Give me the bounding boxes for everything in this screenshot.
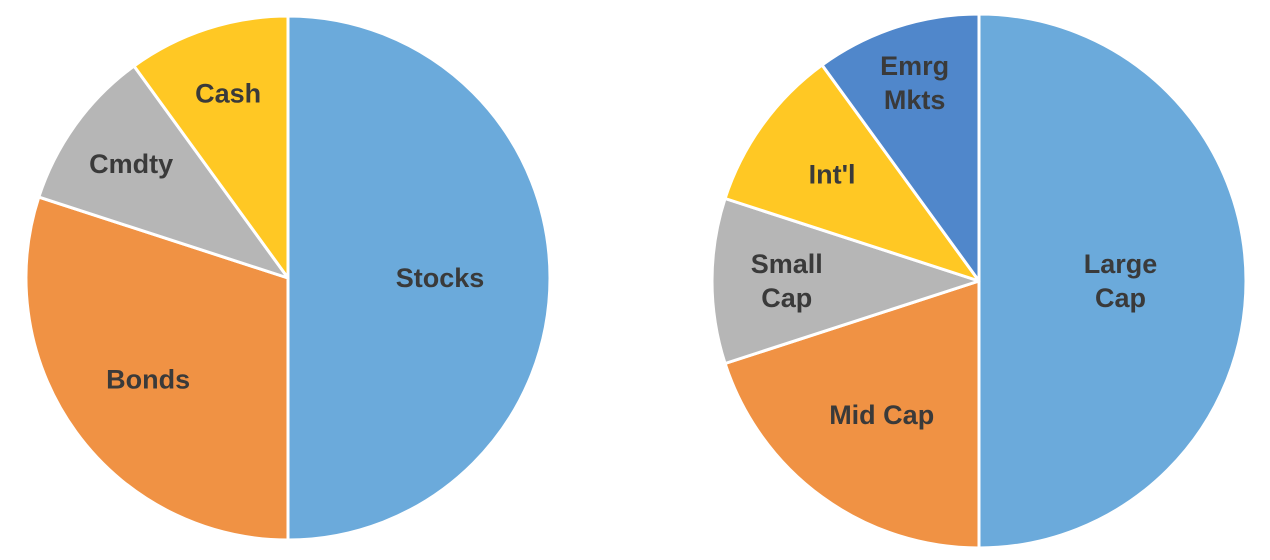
pie-slice-emrg-mkts [820,12,981,283]
pie-slice-bonds [24,195,290,542]
pie-label-large-cap: Large Cap [1084,249,1158,313]
pie-label-mid-cap: Mid Cap [829,400,934,430]
pie-label-bonds: Bonds [106,365,190,395]
pie-slice-cmdty [37,64,290,280]
pie-label-cash: Cash [195,79,261,109]
pie-label-cmdty: Cmdty [89,149,173,179]
pie-slice-int-l [723,63,981,283]
asset-allocation-pie: Stocks Bonds Cmdty Cash [24,14,552,542]
pie-slice-stocks [286,14,552,542]
pie-slice-mid-cap [723,279,981,550]
pie-slice-large-cap [977,12,1248,550]
pie-slice-cash [132,14,290,280]
equity-allocation-pie: Large Cap Mid Cap Small Cap Int'l Emrg Mkts [710,12,1248,550]
pie-label-small-cap: Small Cap [751,249,823,313]
pie-label-int-l: Int'l [809,159,856,189]
pie-slice-small-cap [710,196,981,366]
pie-label-stocks: Stocks [396,263,485,293]
pie-label-emrg-mkts: Emrg Mkts [880,51,949,115]
